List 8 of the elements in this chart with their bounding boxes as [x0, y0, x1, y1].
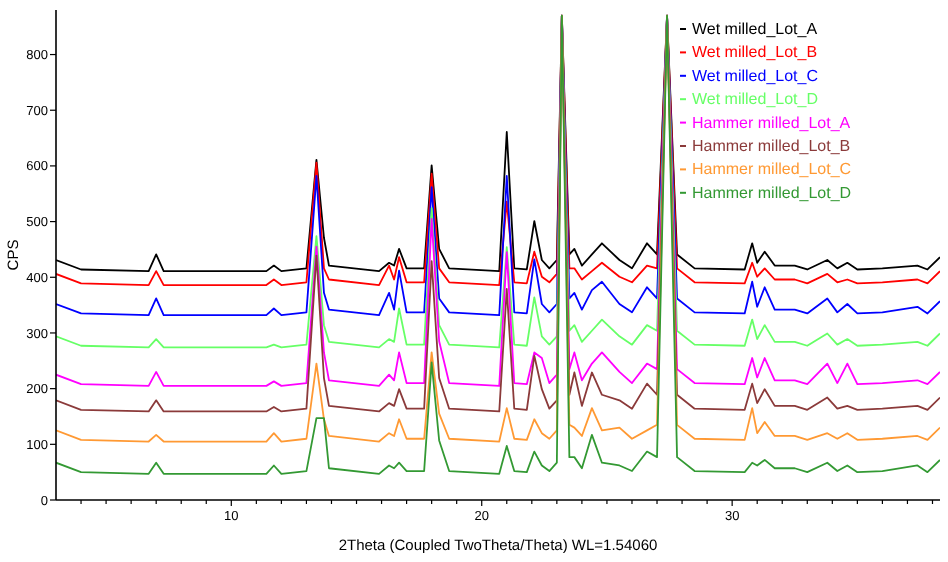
legend-label: Wet milled_Lot_D [692, 90, 819, 109]
legend-label: Wet milled_Lot_A [692, 20, 819, 38]
legend-label: Hammer milled_Lot_D [692, 183, 852, 202]
legend-label: Hammer milled_Lot_C [692, 160, 852, 179]
legend-label: Wet milled_Lot_B [692, 43, 818, 62]
legend-label: Hammer milled_Lot_B [692, 137, 851, 155]
legend-label: Hammer milled_Lot_A [692, 113, 852, 132]
legend-label: Wet milled_Lot_C [692, 66, 819, 85]
